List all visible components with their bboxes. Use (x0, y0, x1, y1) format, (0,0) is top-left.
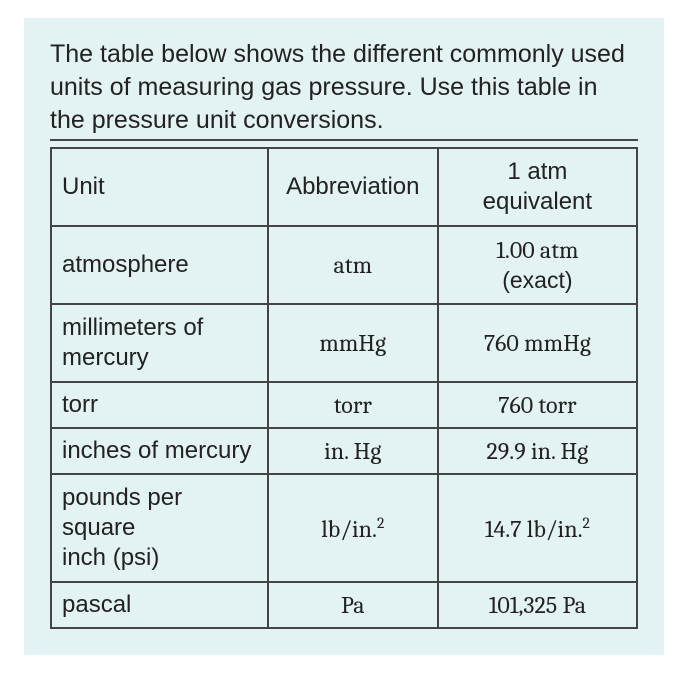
table-row: torr torr 760 torr (51, 382, 637, 428)
intro-text: The table below shows the different comm… (50, 38, 638, 141)
unit-line1: millimeters of (62, 314, 203, 341)
table-row: pounds per square inch (psi) lb/in.2 14.… (51, 474, 637, 582)
eq-cell: 29.9 in. Hg (438, 428, 637, 474)
abbr-cell: mmHg (268, 304, 438, 382)
table-header-row: Unit Abbreviation 1 atm equivalent (51, 148, 637, 226)
header-eq-line1: 1 atm (507, 158, 567, 185)
header-unit: Unit (51, 148, 268, 226)
eq-cell: 14.7 lb/in.2 (438, 474, 637, 582)
eq-sup: 2 (583, 514, 590, 532)
abbr-cell: lb/in.2 (268, 474, 438, 582)
eq-cell: 1.00 atm (exact) (438, 226, 637, 304)
eq-cell: 760 torr (438, 382, 637, 428)
unit-line1: pounds per square (62, 484, 182, 541)
abbr-cell: atm (268, 226, 438, 304)
abbr-sup: 2 (377, 514, 384, 532)
eq-pre: 14.7 lb/in. (485, 515, 583, 543)
header-abbr: Abbreviation (268, 148, 438, 226)
unit-line2: inch (psi) (62, 544, 159, 571)
eq-line2: (exact) (502, 267, 572, 293)
unit-cell: pascal (51, 582, 268, 628)
unit-line2: mercury (62, 344, 149, 371)
eq-cell: 760 mmHg (438, 304, 637, 382)
unit-cell: pounds per square inch (psi) (51, 474, 268, 582)
pressure-units-table: Unit Abbreviation 1 atm equivalent atmos… (50, 147, 638, 629)
abbr-cell: torr (268, 382, 438, 428)
table-row: inches of mercury in. Hg 29.9 in. Hg (51, 428, 637, 474)
eq-line1: 1.00 atm (496, 236, 578, 264)
header-equivalent: 1 atm equivalent (438, 148, 637, 226)
content-card: The table below shows the different comm… (24, 18, 664, 655)
table-row: pascal Pa 101,325 Pa (51, 582, 637, 628)
unit-cell: atmosphere (51, 226, 268, 304)
abbr-pre: lb/in. (321, 515, 377, 543)
abbr-cell: Pa (268, 582, 438, 628)
abbr-cell: in. Hg (268, 428, 438, 474)
header-eq-line2: equivalent (483, 188, 592, 215)
table-row: millimeters of mercury mmHg 760 mmHg (51, 304, 637, 382)
unit-cell: millimeters of mercury (51, 304, 268, 382)
table-row: atmosphere atm 1.00 atm (exact) (51, 226, 637, 304)
unit-cell: inches of mercury (51, 428, 268, 474)
unit-cell: torr (51, 382, 268, 428)
eq-cell: 101,325 Pa (438, 582, 637, 628)
